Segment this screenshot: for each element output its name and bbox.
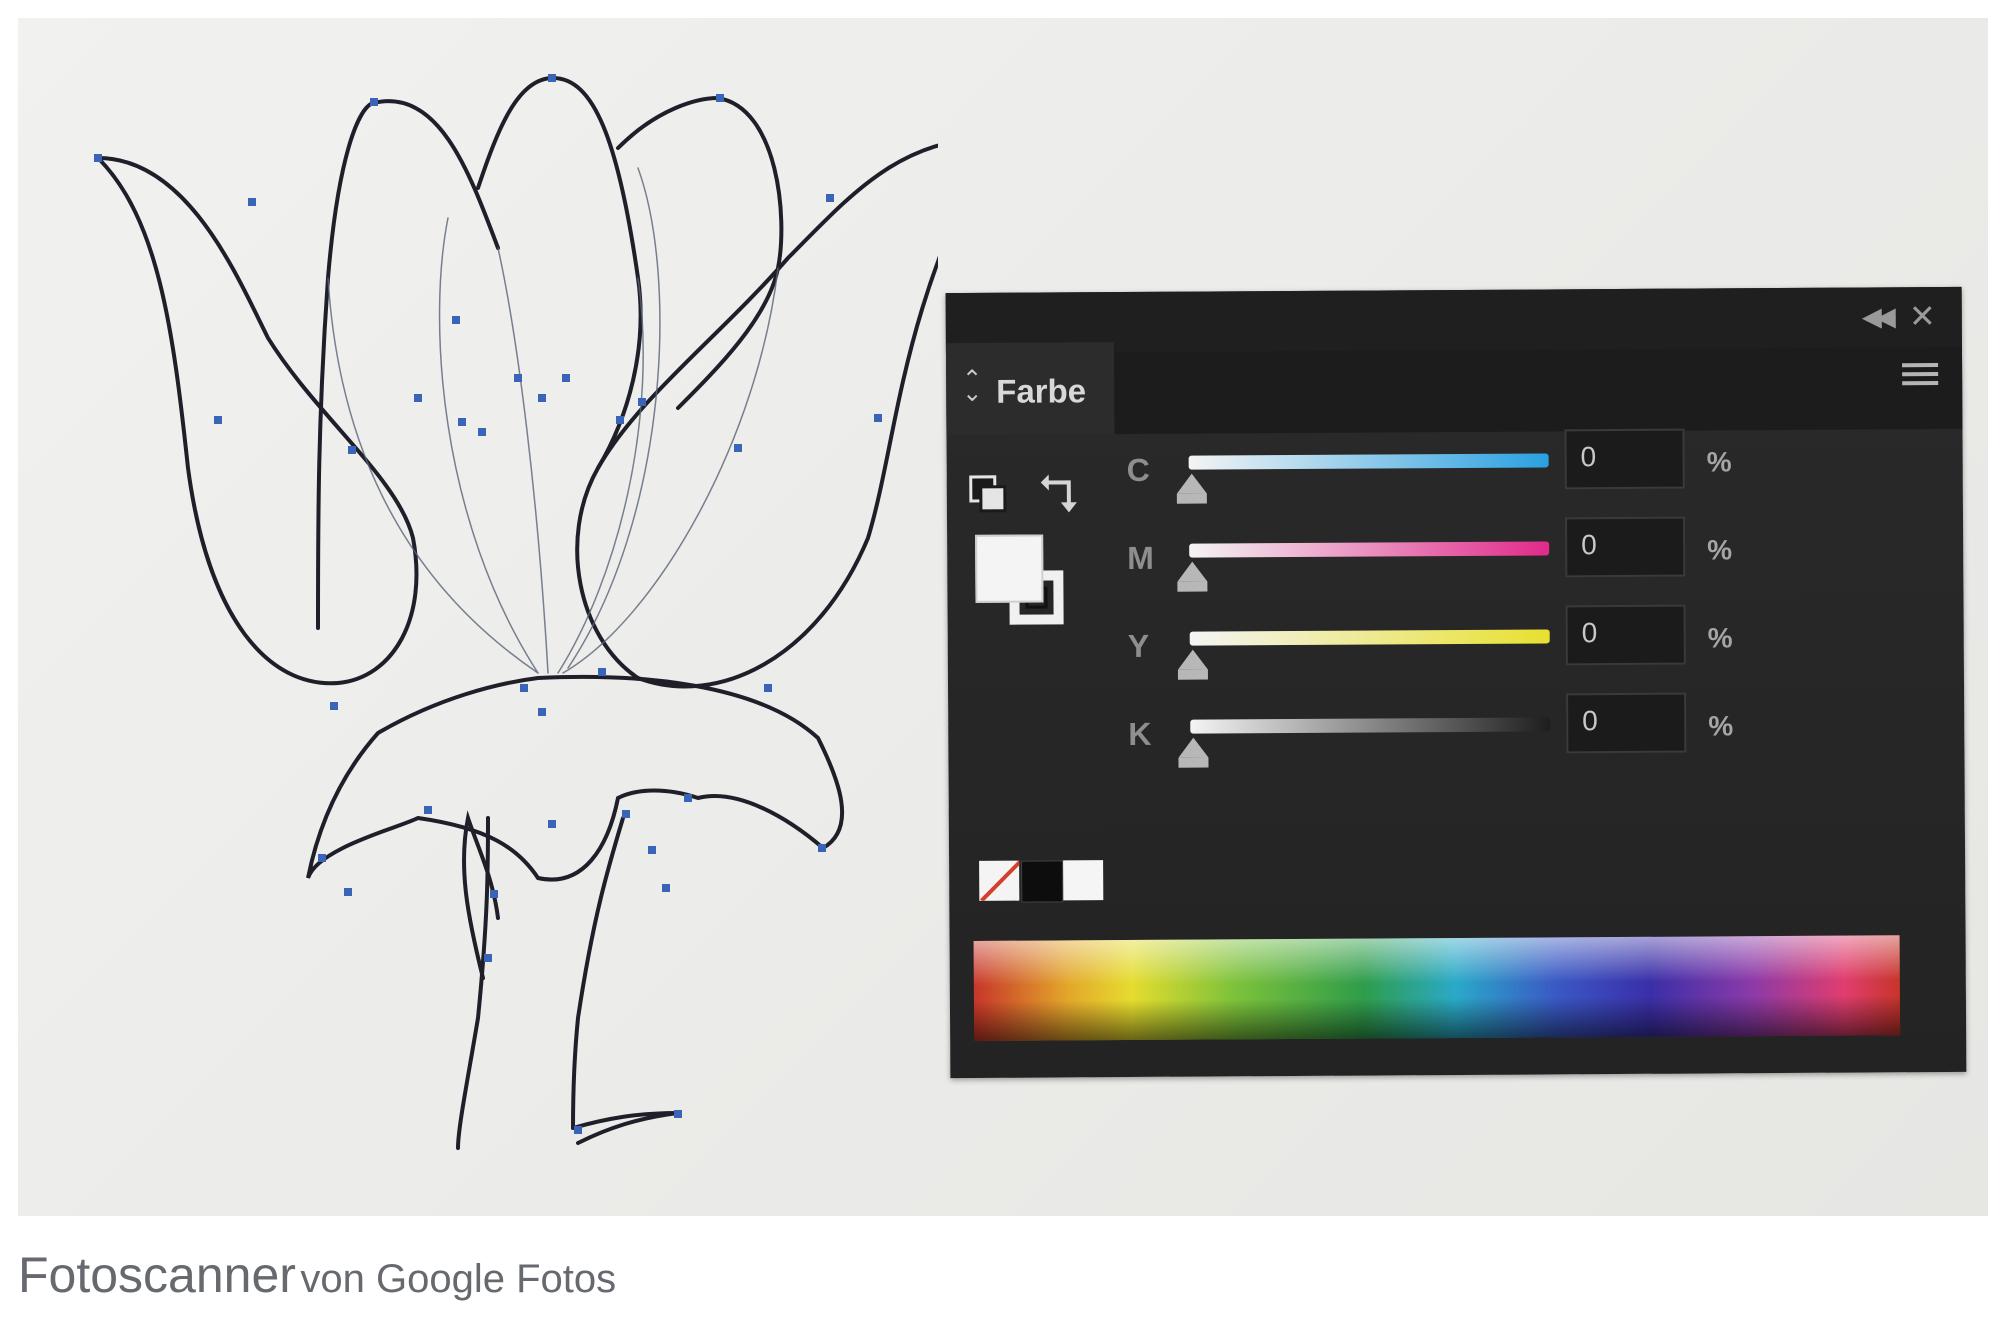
- channel-label: M: [1127, 539, 1154, 577]
- default-colors-icon[interactable]: [967, 473, 1011, 517]
- channel-row-k: K 0 %: [1128, 692, 1768, 766]
- close-icon[interactable]: ✕: [1908, 298, 1936, 335]
- photo-caption: Fotoscanner von Google Fotos: [18, 1246, 616, 1304]
- stem-right-path: [571, 816, 625, 1130]
- leaf-path: [462, 810, 500, 980]
- yellow-slider-thumb[interactable]: [1177, 649, 1208, 670]
- channel-label: C: [1126, 451, 1150, 489]
- magenta-slider[interactable]: [1189, 541, 1550, 558]
- inner-guide-curve: [562, 267, 779, 674]
- anchor-points: [94, 74, 882, 1134]
- middle-back-petal-path: [476, 75, 643, 470]
- left-outer-petal-path: [96, 156, 419, 686]
- cyan-slider-thumb[interactable]: [1176, 473, 1207, 494]
- right-back-petal-path: [616, 95, 784, 410]
- tab-stepper-icon: ⌃ ⌄: [962, 365, 983, 408]
- left-back-petal-path: [316, 99, 500, 630]
- stem-foot-path: [571, 1111, 679, 1145]
- channel-row-m: M 0 %: [1127, 516, 1767, 590]
- yellow-slider[interactable]: [1189, 629, 1550, 646]
- channel-row-c: C 0 %: [1126, 428, 1767, 502]
- caption-source: von Google Fotos: [300, 1257, 617, 1301]
- magenta-slider-thumb[interactable]: [1177, 561, 1208, 582]
- inner-guide-curve: [438, 217, 539, 674]
- swap-colors-icon[interactable]: [1039, 470, 1083, 514]
- cyan-slider[interactable]: [1188, 453, 1549, 470]
- magenta-value-field[interactable]: 0: [1564, 516, 1686, 578]
- calyx-path: [306, 674, 845, 882]
- color-panel: ◀◀ ✕ ⌃ ⌄ Farbe C 0 % M: [945, 286, 1967, 1079]
- fill-swatch[interactable]: [975, 534, 1044, 603]
- black-slider[interactable]: [1190, 717, 1551, 734]
- channel-label: K: [1128, 715, 1152, 753]
- channel-row-y: Y 0 %: [1127, 604, 1768, 678]
- scanned-photo: ◀◀ ✕ ⌃ ⌄ Farbe C 0 % M: [18, 18, 1988, 1216]
- black-swatch[interactable]: [1021, 860, 1064, 903]
- black-value-field[interactable]: 0: [1566, 692, 1687, 754]
- tab-strip: [1113, 346, 1963, 435]
- tab-farbe[interactable]: ⌃ ⌄ Farbe: [945, 342, 1115, 436]
- stem-left-path: [456, 816, 490, 1150]
- white-swatch[interactable]: [1063, 860, 1104, 901]
- menu-icon[interactable]: [1902, 363, 1939, 389]
- cyan-value-field[interactable]: 0: [1564, 428, 1685, 490]
- percent-label: %: [1707, 534, 1733, 566]
- collapse-icon[interactable]: ◀◀: [1861, 301, 1890, 332]
- none-swatch[interactable]: [979, 860, 1020, 901]
- black-slider-thumb[interactable]: [1178, 737, 1209, 758]
- tab-label: Farbe: [996, 372, 1087, 410]
- percent-label: %: [1706, 446, 1732, 478]
- percent-label: %: [1708, 710, 1734, 742]
- inner-guide-curve: [567, 167, 661, 669]
- channel-label: Y: [1127, 627, 1150, 665]
- tulip-path-drawing: [94, 74, 938, 1150]
- yellow-value-field[interactable]: 0: [1565, 604, 1686, 666]
- inner-guide-curve: [557, 277, 644, 674]
- percent-label: %: [1707, 622, 1733, 654]
- right-outer-petal-path: [575, 143, 938, 689]
- caption-app-name: Fotoscanner: [18, 1247, 296, 1303]
- inner-guide-curve: [497, 247, 549, 674]
- inner-guide-curve: [327, 277, 539, 674]
- color-spectrum[interactable]: [973, 935, 1901, 1041]
